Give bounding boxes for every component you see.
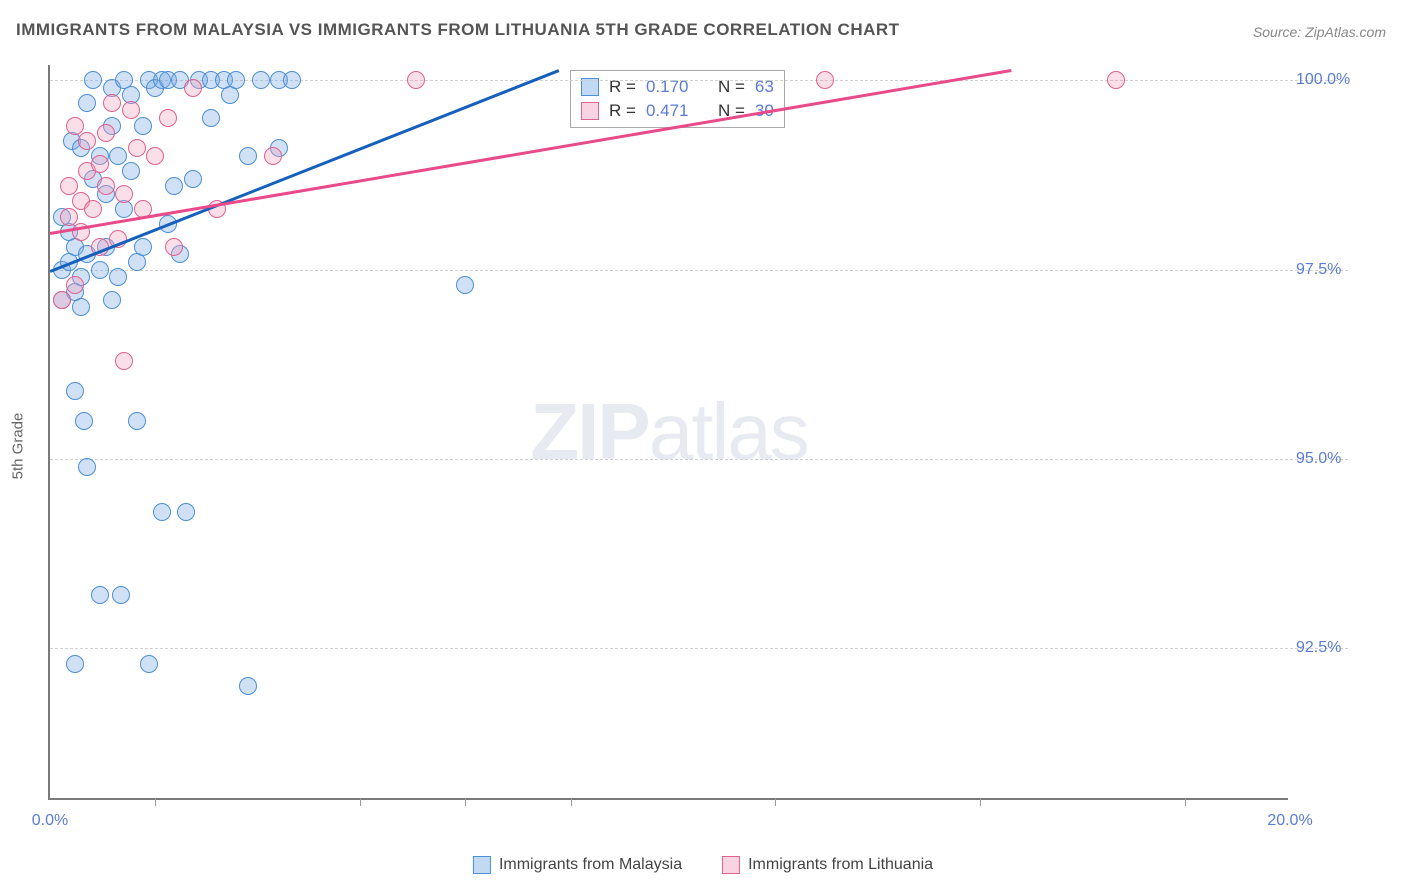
data-point [252,71,270,89]
legend-r-label: R = [609,101,636,121]
legend-swatch [581,102,599,120]
data-point [97,177,115,195]
data-point [122,101,140,119]
y-tick-label: 100.0% [1296,71,1356,89]
data-point [184,79,202,97]
data-point [283,71,301,89]
watermark-bold: ZIP [530,387,648,476]
data-point [128,139,146,157]
watermark: ZIPatlas [530,386,807,478]
data-point [134,117,152,135]
x-tick [775,798,776,806]
gridline [50,459,1348,460]
data-point [165,238,183,256]
data-point [816,71,834,89]
data-point [153,503,171,521]
data-point [165,177,183,195]
data-point [78,132,96,150]
data-point [202,109,220,127]
data-point [75,412,93,430]
legend-r-value: 0.471 [646,101,698,121]
data-point [103,94,121,112]
series-legend: Immigrants from Malaysia Immigrants from … [473,856,933,874]
legend-label: Immigrants from Lithuania [748,856,933,874]
plot-area: ZIPatlas R =0.170N =63R =0.471N =30 92.5… [48,65,1288,800]
legend-row: R =0.471N =30 [581,99,774,123]
data-point [140,655,158,673]
data-point [91,261,109,279]
x-tick [571,798,572,806]
legend-item: Immigrants from Lithuania [722,856,933,874]
gridline [50,648,1348,649]
data-point [91,155,109,173]
data-point [115,352,133,370]
data-point [264,147,282,165]
legend-label: Immigrants from Malaysia [499,856,682,874]
data-point [146,147,164,165]
data-point [109,147,127,165]
x-tick [465,798,466,806]
data-point [407,71,425,89]
data-point [1107,71,1125,89]
y-tick-label: 92.5% [1296,639,1356,657]
legend-item: Immigrants from Malaysia [473,856,682,874]
x-tick [980,798,981,806]
data-point [184,170,202,188]
data-point [239,677,257,695]
data-point [122,162,140,180]
data-point [66,117,84,135]
x-tick [155,798,156,806]
source-label: Source: ZipAtlas.com [1253,24,1386,40]
x-tick-label: 20.0% [1267,812,1312,830]
data-point [66,276,84,294]
data-point [97,124,115,142]
legend-swatch [722,856,740,874]
watermark-light: atlas [649,387,808,476]
legend-swatch [473,856,491,874]
data-point [53,291,71,309]
correlation-legend: R =0.170N =63R =0.471N =30 [570,70,785,128]
y-tick-label: 97.5% [1296,261,1356,279]
data-point [103,291,121,309]
data-point [66,382,84,400]
x-tick [360,798,361,806]
data-point [115,185,133,203]
chart-container: IMMIGRANTS FROM MALAYSIA VS IMMIGRANTS F… [0,0,1406,892]
x-tick [1185,798,1186,806]
legend-row: R =0.170N =63 [581,75,774,99]
y-axis-label: 5th Grade [10,413,27,480]
data-point [109,268,127,286]
data-point [456,276,474,294]
chart-title: IMMIGRANTS FROM MALAYSIA VS IMMIGRANTS F… [16,20,900,40]
data-point [227,71,245,89]
data-point [66,655,84,673]
x-tick-label: 0.0% [32,812,68,830]
data-point [91,586,109,604]
data-point [72,298,90,316]
data-point [159,109,177,127]
data-point [112,586,130,604]
data-point [78,94,96,112]
data-point [84,200,102,218]
gridline [50,270,1348,271]
data-point [239,147,257,165]
y-tick-label: 95.0% [1296,450,1356,468]
data-point [60,177,78,195]
data-point [128,412,146,430]
data-point [60,208,78,226]
data-point [78,458,96,476]
data-point [177,503,195,521]
data-point [134,238,152,256]
data-point [84,71,102,89]
